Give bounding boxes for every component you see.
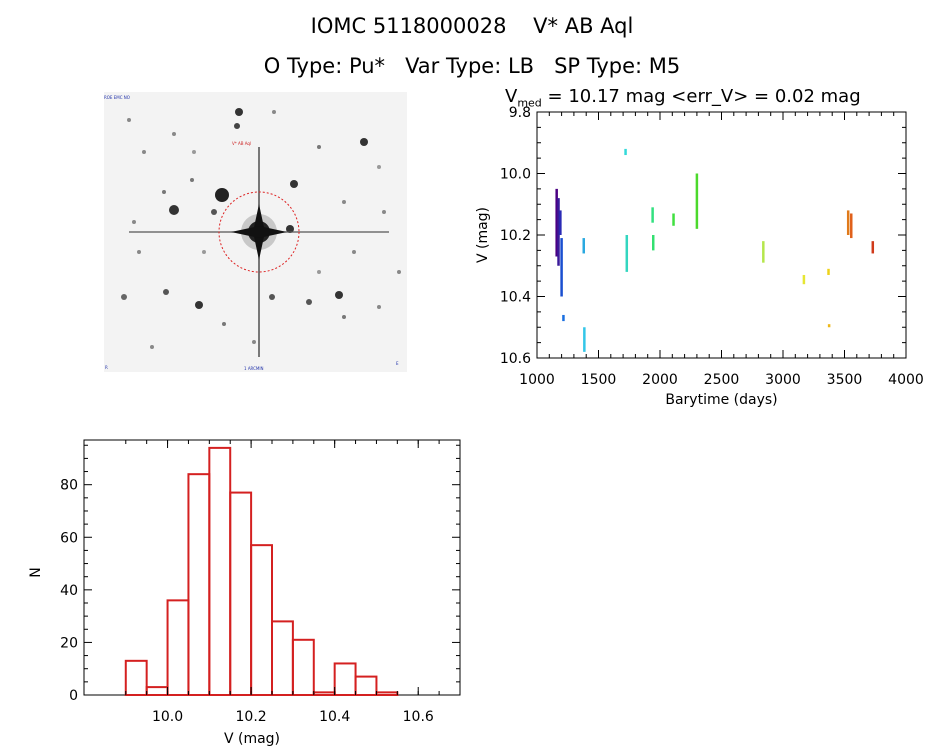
histogram-bar xyxy=(166,599,190,697)
histogram-bar xyxy=(124,659,148,697)
lightcurve-x-tick-label: 1000 xyxy=(519,372,555,388)
histogram-bar xyxy=(187,473,211,696)
lightcurve-x-tick-label: 3000 xyxy=(765,372,801,388)
histogram-bar xyxy=(312,691,336,697)
lightcurve-y-tick-label: 10.0 xyxy=(500,167,531,183)
histogram-x-tick-label: 10.0 xyxy=(152,709,183,725)
histogram-x-tick-label: 10.6 xyxy=(403,709,434,725)
lightcurve-y-tick-label: 9.8 xyxy=(509,105,531,121)
lightcurve-y-tick-label: 10.6 xyxy=(500,351,531,367)
histogram-bar xyxy=(354,675,378,697)
lightcurve-x-tick-label: 3500 xyxy=(827,372,863,388)
lightcurve-x-tick-label: 1500 xyxy=(581,372,617,388)
histogram-bar xyxy=(229,491,253,697)
lightcurve-x-tick-label: 2500 xyxy=(704,372,740,388)
lightcurve-y-axis-label: V (mag) xyxy=(475,207,491,263)
lightcurve-x-tick-label: 4000 xyxy=(888,372,924,388)
lightcurve-y-tick-label: 10.2 xyxy=(500,228,531,244)
figure-title: IOMC 5118000028 V* AB Aql xyxy=(310,14,634,38)
lightcurve-y-tick-label: 10.4 xyxy=(500,290,531,306)
histogram-x-tick-label: 10.4 xyxy=(319,709,350,725)
histogram-x-tick-label: 10.2 xyxy=(236,709,267,725)
finder-chart-image: ROE EMC NO V* AB Aql 1 ARCMIN R E xyxy=(104,92,407,372)
finder-scale-label: 1 ARCMIN xyxy=(244,366,264,371)
histogram-bar xyxy=(291,638,315,697)
lightcurve-x-axis-label: Barytime (days) xyxy=(665,392,777,408)
histogram-y-tick-label: 0 xyxy=(69,688,78,704)
histogram-x-axis-label: V (mag) xyxy=(224,731,280,747)
finder-label-bottomleft: R xyxy=(105,365,108,370)
histogram-y-axis-label: N xyxy=(28,567,44,577)
lightcurve-title: Vmed = 10.17 mag <err_V> = 0.02 mag xyxy=(505,86,861,110)
histogram-bar xyxy=(375,691,399,697)
histogram-y-tick-label: 40 xyxy=(60,583,78,599)
finder-label-bottomright: E xyxy=(396,361,399,366)
figure-subtitle: O Type: Pu* Var Type: LB SP Type: M5 xyxy=(263,54,681,78)
histogram-bar xyxy=(271,620,294,696)
finder-label-topleft: ROE EMC NO xyxy=(104,95,130,100)
histogram-bar xyxy=(333,662,357,697)
histogram-y-tick-label: 60 xyxy=(60,530,78,546)
histogram-bar xyxy=(250,544,274,697)
histogram-bar xyxy=(145,686,169,697)
lightcurve-x-tick-label: 2000 xyxy=(642,372,678,388)
histogram-bar xyxy=(208,446,232,696)
finder-target-label: V* AB Aql xyxy=(232,141,251,146)
histogram-y-tick-label: 20 xyxy=(60,635,78,651)
histogram-y-tick-label: 80 xyxy=(60,478,78,494)
